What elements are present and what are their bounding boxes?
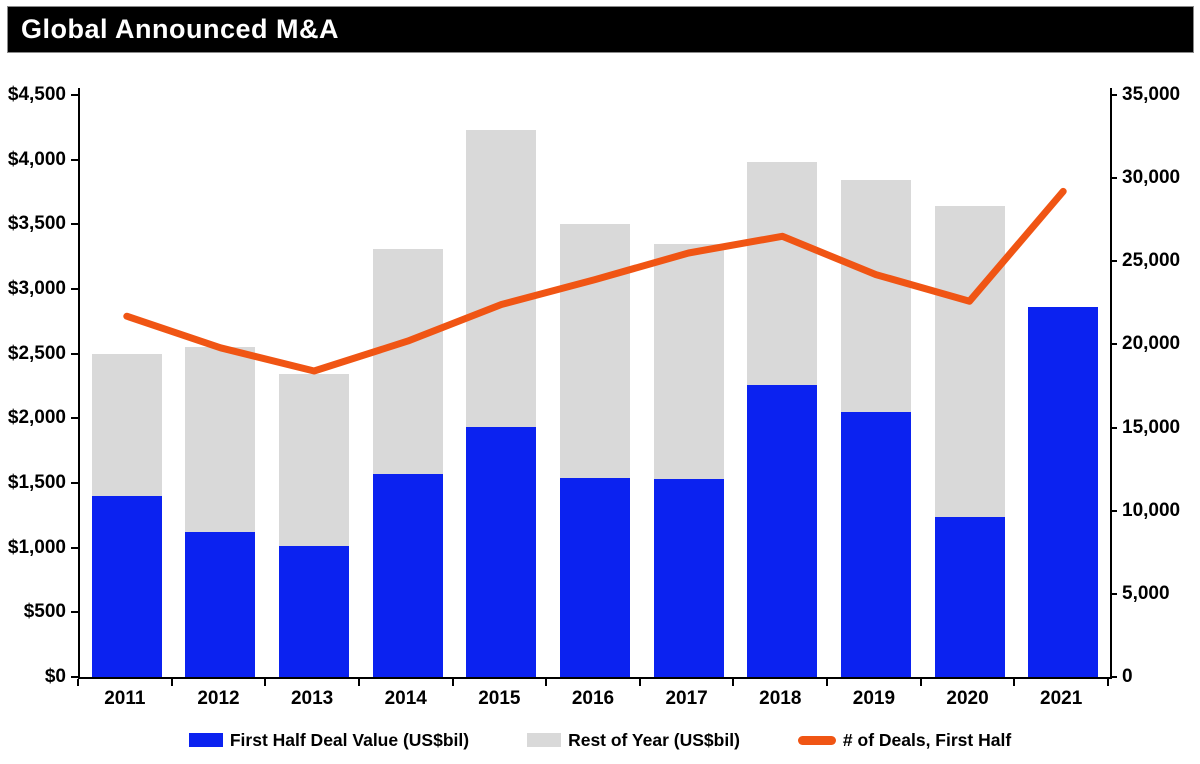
left-axis-tick-label: $2,000 — [7, 407, 66, 429]
bar-rest-of-year-2015 — [466, 129, 537, 428]
plot-area — [78, 88, 1112, 679]
x-axis-label-2019: 2019 — [852, 688, 896, 709]
legend-label-deals-line: # of Deals, First Half — [842, 729, 1012, 750]
right-axis-tick-label: 0 — [1122, 666, 1133, 687]
bar-rest-of-year-2016 — [560, 224, 630, 478]
x-axis-label-2017: 2017 — [665, 688, 708, 709]
right-axis-tick-mark — [1110, 676, 1117, 678]
left-axis-tick-label: $4,500 — [7, 84, 66, 105]
first-half-swatch — [188, 733, 223, 747]
left-axis-tick-label: $2,500 — [7, 342, 66, 364]
bar-first-half-2012 — [185, 532, 256, 677]
rest-of-year-swatch — [527, 733, 562, 747]
x-axis-tick-mark — [826, 679, 829, 686]
left-axis-tick-label: $0 — [44, 666, 66, 687]
right-axis-tick-mark — [1110, 260, 1117, 263]
x-axis-tick-mark — [77, 679, 79, 686]
left-axis-tick-label: $500 — [23, 601, 66, 623]
x-axis-tick-mark — [170, 679, 173, 686]
legend: First Half Deal Value (US$bil) Rest of Y… — [0, 722, 1200, 758]
left-axis-tick-mark — [71, 223, 78, 226]
legend-label-rest-of-year: Rest of Year (US$bil) — [568, 729, 740, 750]
left-axis-tick-label: $3,500 — [7, 213, 66, 235]
right-axis-tick-mark — [1110, 177, 1117, 180]
left-axis-tick-label: $1,500 — [7, 472, 66, 493]
right-axis-tick-mark — [1110, 343, 1117, 346]
bar-rest-of-year-2018 — [747, 162, 818, 385]
x-axis-label-2020: 2020 — [946, 688, 989, 709]
chart-title: Global Announced M&A — [21, 14, 339, 44]
bar-first-half-2016 — [560, 477, 630, 677]
bar-first-half-2013 — [279, 546, 350, 677]
left-axis-tick-label: $4,000 — [7, 148, 66, 170]
bar-first-half-2018 — [747, 384, 818, 677]
x-axis-tick-mark — [451, 679, 454, 686]
bar-rest-of-year-2017 — [653, 243, 724, 480]
x-axis-tick-mark — [1013, 679, 1016, 686]
x-axis-tick-mark — [1107, 679, 1109, 686]
bar-rest-of-year-2012 — [185, 347, 256, 533]
deals-line-swatch — [797, 735, 836, 745]
left-axis-tick-mark — [71, 417, 78, 420]
x-axis-tick-mark — [357, 679, 360, 686]
x-axis-tick-mark — [919, 679, 922, 686]
x-axis-label-2015: 2015 — [478, 688, 521, 709]
x-axis-label-2012: 2012 — [197, 688, 240, 709]
x-axis-tick-mark — [545, 679, 548, 686]
bar-rest-of-year-2014 — [372, 248, 443, 474]
x-axis-label-2011: 2011 — [104, 688, 146, 709]
bar-rest-of-year-2020 — [934, 206, 1005, 517]
right-axis-tick-mark — [1110, 592, 1117, 595]
bar-rest-of-year-2019 — [840, 180, 911, 412]
left-axis-tick-label: $1,000 — [7, 536, 66, 558]
left-axis-tick-mark — [71, 546, 78, 549]
x-axis-label-2021: 2021 — [1040, 688, 1083, 709]
deals-line-path — [123, 187, 1067, 375]
legend-label-first-half: First Half Deal Value (US$bil) — [229, 729, 470, 750]
left-axis-tick-label: $3,000 — [7, 278, 66, 299]
bar-rest-of-year-2011 — [91, 353, 162, 496]
bar-first-half-2014 — [372, 473, 443, 677]
right-axis-tick-label: 5,000 — [1122, 582, 1170, 604]
bar-first-half-2021 — [1028, 307, 1099, 677]
bar-first-half-2020 — [934, 516, 1005, 677]
right-axis-tick-label: 35,000 — [1122, 84, 1181, 105]
left-axis-tick-mark — [71, 352, 78, 355]
x-axis-tick-mark — [264, 679, 267, 686]
x-axis-tick-mark — [732, 679, 735, 686]
chart-title-bar: Global Announced M&A — [7, 6, 1194, 53]
left-axis-tick-mark — [71, 94, 78, 96]
left-axis-tick-mark — [71, 676, 78, 678]
left-axis-tick-mark — [71, 482, 78, 484]
right-axis-tick-label: 25,000 — [1122, 250, 1181, 272]
x-axis-tick-mark — [638, 679, 641, 686]
bar-rest-of-year-2013 — [279, 374, 350, 547]
right-axis-tick-label: 30,000 — [1122, 167, 1181, 189]
x-axis-label-2018: 2018 — [759, 688, 802, 709]
right-axis-tick-mark — [1110, 509, 1117, 512]
x-axis-label-2013: 2013 — [290, 688, 334, 709]
right-axis-tick-label: 10,000 — [1122, 499, 1181, 521]
bar-first-half-2015 — [466, 427, 537, 677]
bar-first-half-2011 — [91, 495, 162, 677]
right-axis-tick-label: 15,000 — [1122, 416, 1181, 438]
left-axis-tick-mark — [71, 288, 78, 290]
left-axis-tick-mark — [71, 611, 78, 614]
right-axis-tick-mark — [1110, 94, 1117, 96]
right-axis-tick-label: 20,000 — [1122, 333, 1181, 355]
right-axis-tick-mark — [1110, 426, 1117, 429]
bar-first-half-2019 — [840, 411, 911, 677]
legend-item-deals-line: # of Deals, First Half — [797, 729, 1012, 751]
bar-first-half-2017 — [653, 479, 724, 677]
legend-item-first-half: First Half Deal Value (US$bil) — [188, 729, 470, 751]
x-axis-label-2014: 2014 — [384, 688, 427, 709]
legend-item-rest-of-year: Rest of Year (US$bil) — [527, 730, 740, 751]
deals-line-series — [123, 187, 1067, 375]
x-axis-label-2016: 2016 — [571, 688, 615, 709]
left-axis-tick-mark — [71, 158, 78, 161]
